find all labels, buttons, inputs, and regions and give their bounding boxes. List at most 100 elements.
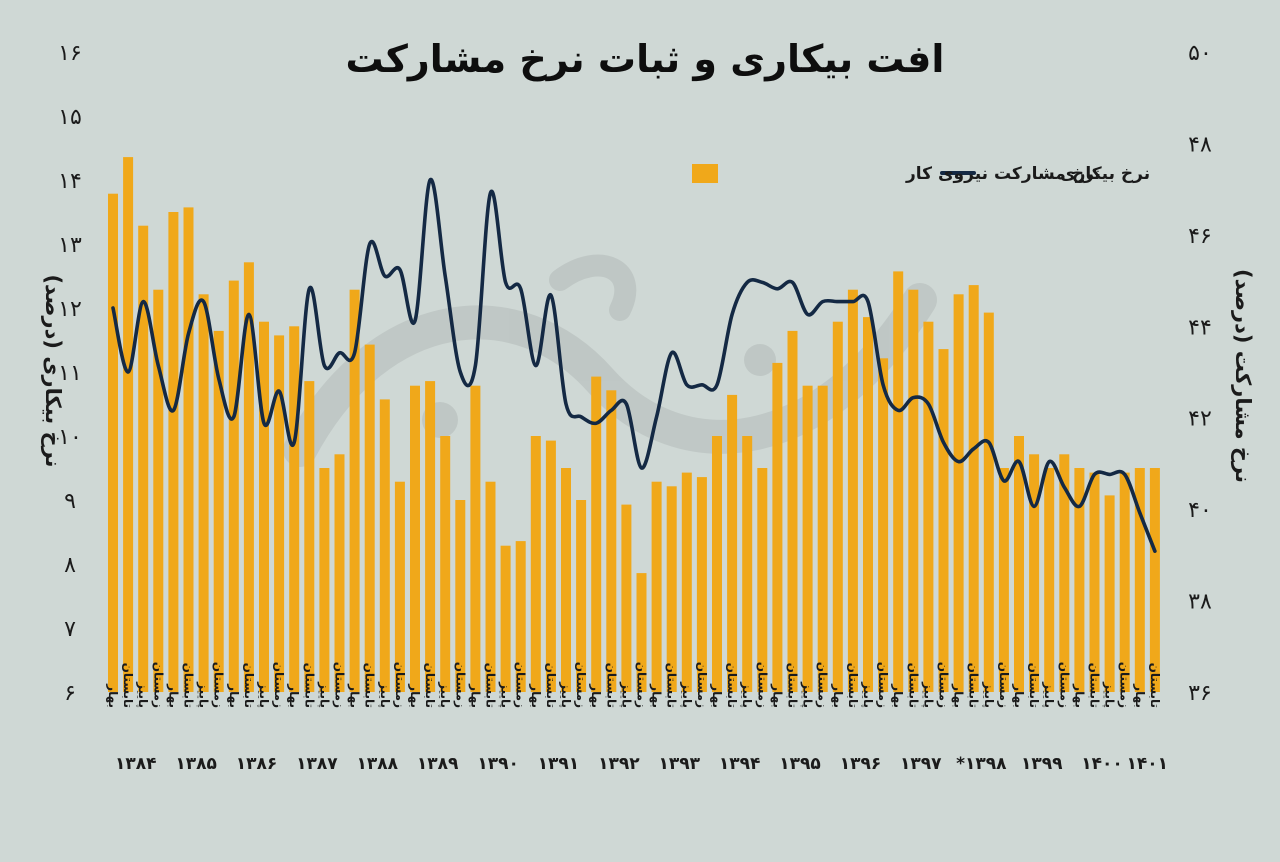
left-tick-8: ۱۴	[58, 169, 82, 194]
bar-34	[621, 504, 632, 692]
season-label-62: پاییز	[1042, 681, 1056, 708]
year-label-1: ۱۳۸۵	[175, 754, 217, 774]
bar-50	[863, 317, 873, 692]
season-label-65: تابستان	[1088, 663, 1102, 708]
legend-bar-label: نرخ مشارکت نیروی کار	[905, 164, 1101, 184]
bar-56	[953, 294, 964, 692]
season-label-0: بهار	[106, 683, 120, 708]
bar-28	[530, 436, 541, 692]
season-label-22: پاییز	[438, 681, 452, 708]
bar-12	[289, 326, 300, 692]
season-label-39: زمستان	[695, 662, 709, 708]
bar-24	[470, 385, 481, 692]
chart-title: افت بیکاری و ثبات نرخ مشارکت	[346, 37, 945, 82]
right-axis-ticks: ۳۶ ۳۸ ۴۰ ۴۲ ۴۴ ۴۶ ۴۸ ۵۰	[1188, 41, 1212, 706]
bar-49	[847, 289, 858, 692]
left-tick-9: ۱۵	[58, 105, 82, 130]
season-label-44: بهار	[770, 683, 784, 708]
bar-37	[666, 486, 677, 692]
bar-42	[742, 436, 753, 692]
season-label-45: تابستان	[786, 663, 800, 708]
legend-bar-swatch	[692, 164, 718, 183]
bar-10	[259, 321, 269, 692]
left-tick-1: ۷	[64, 617, 76, 642]
season-label-27: زمستان	[514, 662, 528, 708]
bar-45	[787, 330, 798, 692]
bar-16	[349, 289, 360, 692]
season-label-6: پاییز	[197, 681, 211, 708]
year-label-16: ۱۴۰۰	[1081, 754, 1123, 774]
bar-3	[153, 289, 164, 692]
bar-54	[923, 321, 934, 692]
year-label-8: ۱۳۹۲	[598, 754, 640, 774]
season-label-51: زمستان	[876, 662, 890, 708]
bar-51	[878, 358, 889, 692]
season-label-37: تابستان	[665, 663, 679, 708]
season-label-15: زمستان	[333, 662, 347, 708]
bar-57	[968, 285, 979, 692]
bar-58	[983, 312, 994, 692]
right-tick-1: ۳۸	[1188, 590, 1212, 615]
right-axis-title: نرخ مشارکت (درصد)	[1231, 269, 1255, 483]
bar-52	[893, 271, 904, 692]
year-label-13: ۱۳۹۷	[900, 754, 942, 774]
season-label-53: تابستان	[906, 663, 920, 708]
bar-14	[319, 468, 330, 692]
year-label-6: ۱۳۹۰	[477, 754, 519, 774]
bar-43	[757, 468, 768, 692]
bar-62	[1044, 468, 1055, 692]
season-label-24: بهار	[468, 683, 482, 708]
bar-64	[1074, 468, 1085, 692]
left-tick-7: ۱۳	[58, 233, 82, 258]
bar-69	[1149, 468, 1160, 692]
right-tick-6: ۴۸	[1188, 132, 1212, 157]
season-label-2: پاییز	[136, 681, 150, 708]
season-label-10: پاییز	[257, 681, 271, 708]
left-tick-3: ۹	[64, 489, 76, 514]
right-tick-7: ۵۰	[1188, 41, 1212, 66]
season-label-20: بهار	[408, 683, 422, 708]
bar-8	[228, 280, 239, 692]
bar-32	[591, 376, 602, 692]
left-tick-6: ۱۲	[58, 297, 82, 322]
season-label-69: تابستان	[1148, 663, 1162, 708]
bar-55	[938, 349, 949, 692]
legend: نرخ بیکاری نرخ مشارکت نیروی کار	[692, 164, 1150, 184]
bar-35	[636, 573, 647, 692]
bar-67	[1119, 472, 1130, 692]
bar-26	[500, 545, 511, 692]
x-year-labels: ۱۳۸۴ ۱۳۸۵ ۱۳۸۶ ۱۳۸۷ ۱۳۸۸ ۱۳۸۹ ۱۳۹۰ ۱۳۹۱ ۱۳۹۲ ۱۳۹۳…	[115, 754, 1168, 774]
bar-20	[410, 385, 420, 692]
season-label-54: پاییز	[921, 681, 935, 708]
year-label-9: ۱۳۹۳	[659, 754, 701, 774]
season-label-9: تابستان	[242, 663, 256, 708]
season-label-64: بهار	[1072, 683, 1086, 708]
season-label-21: تابستان	[423, 663, 437, 708]
season-label-8: بهار	[227, 683, 241, 708]
season-label-32: بهار	[589, 683, 603, 708]
season-label-58: پاییز	[982, 681, 996, 708]
season-label-11: زمستان	[272, 662, 286, 708]
season-label-31: زمستان	[574, 662, 588, 708]
season-label-49: تابستان	[846, 663, 860, 708]
legend-line-label: نرخ بیکاری	[1060, 164, 1150, 184]
bar-27	[515, 541, 526, 692]
season-label-66: پاییز	[1103, 681, 1117, 708]
left-tick-2: ۸	[64, 553, 76, 578]
bar-19	[394, 481, 405, 692]
right-tick-5: ۴۶	[1188, 224, 1212, 249]
season-label-26: پاییز	[499, 681, 513, 708]
bar-2	[138, 225, 149, 692]
season-label-46: پاییز	[801, 681, 815, 708]
season-label-4: بهار	[166, 683, 180, 708]
year-label-11: ۱۳۹۵	[779, 754, 821, 774]
right-tick-3: ۴۲	[1188, 407, 1212, 432]
bar-61	[1029, 454, 1040, 692]
line-series	[111, 178, 1157, 553]
year-label-2: ۱۳۸۶	[236, 754, 278, 774]
bar-46	[802, 385, 813, 692]
season-label-19: زمستان	[393, 662, 407, 708]
year-label-5: ۱۳۸۹	[417, 754, 459, 774]
